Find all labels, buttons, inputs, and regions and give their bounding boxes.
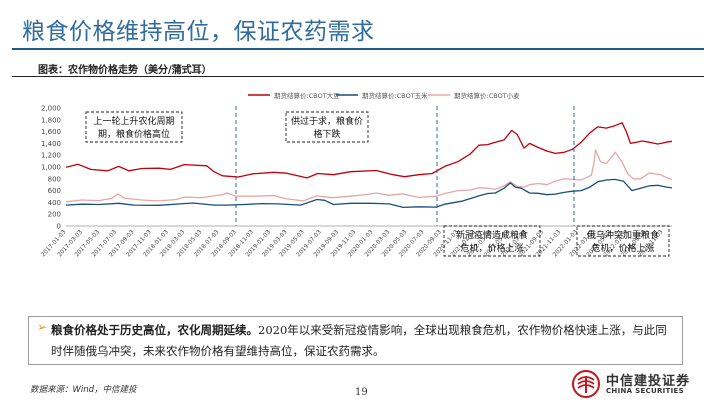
annotation-text: 危机，价格上涨 [591, 242, 654, 254]
annotation-text: 危机，价格上涨 [460, 242, 523, 254]
crop-price-chart: 期货结算价:CBOT大豆 期货结算价:CBOT玉米 期货结算价:CBOT小麦 0 200… [40, 91, 673, 258]
series-line [65, 178, 673, 209]
logo-text-cn: 中信建投证券 [606, 374, 691, 389]
y-tick-label: 1,600 [41, 128, 61, 136]
legend-label: 期货结算价:CBOT小麦 [454, 91, 520, 100]
y-tick-label: 2,000 [41, 105, 61, 113]
annotation-box [443, 225, 541, 257]
annotation-text: 上一轮上升农化周期 [93, 115, 174, 127]
y-tick-label: 400 [48, 199, 61, 207]
title-divider [12, 48, 704, 50]
summary-bold: 粮食价格处于历史高位，农化周期延续。 [51, 323, 258, 337]
page-number: 19 [355, 387, 368, 398]
legend-label: 期货结算价:CBOT玉米 [362, 91, 428, 100]
annotation-text: 新冠疫情造成粮食 [456, 229, 528, 241]
page-title: 粮食价格维持高位，保证农药需求 [22, 19, 375, 45]
logo-text-en: CHINA SECURITIES [606, 387, 684, 395]
annotation-box [285, 111, 369, 143]
annotation-text: 格下跌 [313, 128, 340, 140]
summary-text: 粮食价格处于历史高位，农化周期延续。2020年以来受新冠疫情影响，全球出现粮食危… [51, 320, 677, 362]
data-source: 数据来源：Wind，中信建投 [30, 385, 137, 395]
summary-box: ➢ 粮食价格处于历史高位，农化周期延续。2020年以来受新冠疫情影响，全球出现粮… [28, 316, 683, 365]
annotation-text: 供过于求，粮食价 [291, 115, 363, 127]
logo-mark-icon [572, 370, 600, 398]
y-tick-label: 1,000 [41, 164, 61, 172]
annotation-box [576, 225, 670, 257]
summary-body: 2020年以来受新冠疫情影响，全球出现粮食危机，农作物价格快速上涨，与此同时伴随… [51, 323, 667, 358]
series-line [65, 149, 673, 203]
figure-caption: 图表：农作物价格走势（美分/蒲式耳） [38, 65, 212, 76]
bullet-arrow-icon: ➢ [37, 320, 48, 334]
company-logo: 中信建投证券 CHINA SECURITIES [572, 370, 712, 400]
y-tick-label: 1,400 [41, 140, 61, 148]
y-tick-label: 600 [48, 187, 61, 195]
y-tick-label: 0 [57, 223, 61, 231]
annotation-text: 期，粮食价格高位 [98, 128, 170, 140]
legend-label: 期货结算价:CBOT大豆 [274, 91, 340, 100]
y-tick-label: 800 [48, 175, 61, 183]
y-tick-label: 1,800 [41, 116, 61, 124]
series-line [65, 122, 673, 179]
y-tick-label: 200 [48, 211, 61, 219]
caption-divider [12, 76, 704, 77]
y-tick-label: 1,200 [41, 152, 61, 160]
annotation-box [85, 111, 183, 143]
annotation-text: 俄乌冲突加重粮食 [587, 229, 659, 241]
